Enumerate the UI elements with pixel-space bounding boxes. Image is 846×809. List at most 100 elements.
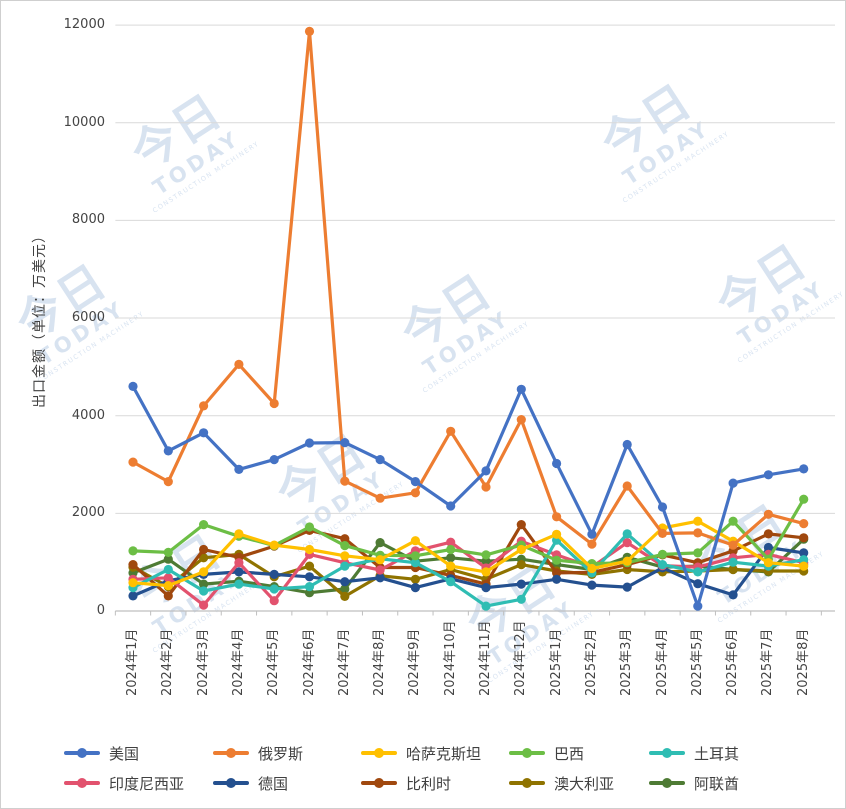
data-point-巴西	[552, 555, 562, 565]
x-tick-label: 2024年2月	[160, 628, 176, 696]
y-tick-label: 12000	[63, 17, 105, 33]
legend-marker-icon	[213, 778, 249, 788]
data-point-巴西	[340, 541, 350, 551]
data-point-澳大利亚	[199, 553, 209, 563]
data-point-俄罗斯	[375, 493, 385, 503]
x-tick-label: 2025年8月	[795, 628, 811, 696]
legend-marker-icon	[213, 748, 249, 758]
data-point-俄罗斯	[163, 477, 173, 487]
x-tick-label: 2024年3月	[195, 628, 211, 696]
data-point-土耳其	[728, 557, 738, 567]
legend-label: 阿联酋	[694, 774, 740, 793]
data-point-美国	[375, 455, 385, 465]
data-point-巴西	[799, 494, 809, 504]
y-tick-label: 4000	[71, 407, 105, 423]
legend-item-巴西: 巴西	[509, 743, 584, 763]
data-point-美国	[728, 478, 738, 488]
data-point-比利时	[763, 529, 774, 539]
data-point-哈萨克斯坦	[481, 567, 491, 577]
data-point-美国	[128, 381, 138, 391]
data-point-哈萨克斯坦	[269, 540, 279, 550]
data-point-土耳其	[269, 584, 279, 594]
data-point-比利时	[340, 534, 350, 544]
data-point-土耳其	[657, 560, 668, 570]
legend-marker-icon	[64, 778, 100, 788]
legend-marker-icon	[361, 748, 397, 758]
data-point-土耳其	[481, 601, 491, 611]
data-point-德国	[693, 579, 703, 589]
data-point-阿联酋	[446, 553, 456, 563]
data-point-土耳其	[799, 555, 809, 565]
data-point-美国	[552, 458, 562, 469]
data-point-哈萨克斯坦	[410, 536, 420, 546]
data-point-巴西	[728, 516, 738, 526]
series-line-印度尼西亚	[131, 539, 806, 607]
data-point-哈萨克斯坦	[375, 555, 385, 565]
series-line-俄罗斯	[131, 29, 806, 547]
data-point-比利时	[799, 533, 809, 543]
series-line-美国	[131, 384, 806, 608]
data-point-俄罗斯	[340, 476, 350, 486]
data-point-印度尼西亚	[446, 537, 456, 547]
series-line-哈萨克斯坦	[131, 519, 806, 588]
data-point-土耳其	[446, 577, 456, 587]
data-point-澳大利亚	[516, 560, 526, 570]
data-point-巴西	[128, 546, 138, 556]
data-point-俄罗斯	[199, 401, 209, 411]
legend-item-比利时: 比利时	[361, 773, 451, 793]
x-tick-label: 2024年1月	[125, 628, 140, 696]
data-point-美国	[199, 428, 209, 438]
data-point-土耳其	[234, 579, 244, 589]
legend-marker-icon	[64, 748, 100, 758]
data-point-德国	[799, 548, 809, 558]
x-tick-label: 2024年4月	[230, 628, 246, 696]
data-point-印度尼西亚	[622, 538, 632, 548]
legend-label: 澳大利亚	[554, 774, 615, 793]
data-point-土耳其	[516, 594, 526, 604]
data-point-德国	[128, 591, 138, 601]
data-point-哈萨克斯坦	[552, 529, 562, 539]
data-point-阿联酋	[199, 579, 209, 589]
data-point-印度尼西亚	[163, 573, 173, 583]
data-point-巴西	[693, 548, 703, 558]
legend-item-印度尼西亚: 印度尼西亚	[64, 773, 184, 793]
data-point-德国	[410, 583, 420, 593]
data-point-美国	[304, 438, 315, 448]
data-point-巴西	[410, 551, 420, 561]
data-point-俄罗斯	[128, 457, 138, 467]
legend-item-哈萨克斯坦: 哈萨克斯坦	[361, 743, 481, 763]
x-tick-label: 2024年11月	[478, 620, 493, 696]
x-tick-label: 2025年3月	[619, 628, 635, 696]
y-axis-title: 出口金额（单位：万美元）	[32, 228, 48, 408]
data-point-俄罗斯	[410, 488, 420, 498]
data-point-俄罗斯	[552, 512, 562, 522]
x-tick-label: 2025年1月	[548, 628, 564, 696]
data-point-土耳其	[622, 529, 632, 539]
data-point-美国	[587, 529, 597, 539]
data-point-阿联酋	[375, 538, 385, 548]
x-tick-label: 2025年5月	[689, 628, 705, 696]
data-point-哈萨克斯坦	[199, 567, 209, 577]
data-point-美国	[269, 455, 279, 465]
data-point-德国	[481, 583, 491, 593]
legend-label: 哈萨克斯坦	[406, 744, 482, 763]
legend-item-澳大利亚: 澳大利亚	[509, 773, 614, 793]
x-tick-label: 2024年12月	[513, 620, 529, 696]
series-line-比利时	[131, 522, 806, 598]
x-tick-label: 2024年9月	[407, 628, 423, 696]
data-point-美国	[340, 438, 350, 448]
data-point-美国	[163, 446, 173, 456]
data-point-印度尼西亚	[199, 600, 209, 610]
data-point-德国	[234, 567, 244, 577]
data-point-哈萨克斯坦	[446, 561, 456, 571]
y-tick-label: 8000	[71, 212, 105, 228]
data-point-哈萨克斯坦	[622, 556, 632, 566]
data-point-美国	[481, 466, 491, 476]
legend-marker-icon	[649, 778, 685, 788]
legend-marker-icon	[509, 748, 545, 758]
legend-item-俄罗斯: 俄罗斯	[213, 743, 303, 763]
x-tick-label: 2024年8月	[372, 628, 388, 696]
data-point-哈萨克斯坦	[516, 544, 526, 555]
data-point-比利时	[199, 544, 209, 555]
